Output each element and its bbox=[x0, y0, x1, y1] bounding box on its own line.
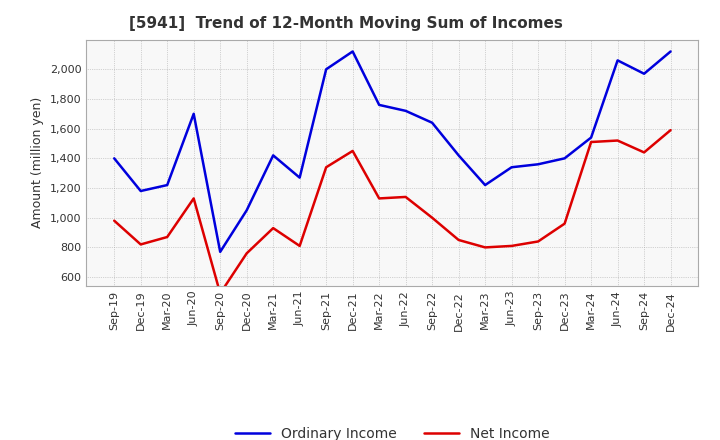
Net Income bbox=[454, 237, 463, 242]
Ordinary Income bbox=[110, 156, 119, 161]
Net Income bbox=[401, 194, 410, 200]
Net Income bbox=[189, 196, 198, 201]
Net Income bbox=[110, 218, 119, 224]
Text: [5941]  Trend of 12-Month Moving Sum of Incomes: [5941] Trend of 12-Month Moving Sum of I… bbox=[130, 16, 563, 32]
Ordinary Income bbox=[375, 102, 384, 107]
Ordinary Income bbox=[295, 175, 304, 180]
Ordinary Income bbox=[401, 108, 410, 114]
Net Income bbox=[613, 138, 622, 143]
Net Income bbox=[375, 196, 384, 201]
Net Income bbox=[587, 139, 595, 145]
Net Income bbox=[295, 243, 304, 249]
Ordinary Income bbox=[216, 249, 225, 254]
Y-axis label: Amount (million yen): Amount (million yen) bbox=[32, 97, 45, 228]
Net Income bbox=[481, 245, 490, 250]
Ordinary Income bbox=[613, 58, 622, 63]
Net Income bbox=[163, 235, 171, 240]
Net Income bbox=[666, 128, 675, 133]
Net Income bbox=[560, 221, 569, 226]
Ordinary Income bbox=[428, 120, 436, 125]
Ordinary Income bbox=[189, 111, 198, 117]
Net Income bbox=[428, 215, 436, 220]
Ordinary Income bbox=[587, 135, 595, 140]
Ordinary Income bbox=[136, 188, 145, 194]
Ordinary Income bbox=[454, 153, 463, 158]
Net Income bbox=[534, 239, 542, 244]
Ordinary Income bbox=[508, 165, 516, 170]
Ordinary Income bbox=[322, 66, 330, 72]
Net Income bbox=[216, 291, 225, 296]
Ordinary Income bbox=[560, 156, 569, 161]
Net Income bbox=[348, 148, 357, 154]
Net Income bbox=[269, 225, 277, 231]
Ordinary Income bbox=[534, 161, 542, 167]
Line: Ordinary Income: Ordinary Income bbox=[114, 51, 670, 252]
Net Income bbox=[243, 251, 251, 256]
Ordinary Income bbox=[269, 153, 277, 158]
Net Income bbox=[322, 165, 330, 170]
Net Income bbox=[640, 150, 649, 155]
Ordinary Income bbox=[481, 183, 490, 188]
Ordinary Income bbox=[640, 71, 649, 77]
Ordinary Income bbox=[348, 49, 357, 54]
Ordinary Income bbox=[163, 183, 171, 188]
Line: Net Income: Net Income bbox=[114, 130, 670, 293]
Legend: Ordinary Income, Net Income: Ordinary Income, Net Income bbox=[230, 421, 555, 440]
Net Income bbox=[508, 243, 516, 249]
Net Income bbox=[136, 242, 145, 247]
Ordinary Income bbox=[243, 208, 251, 213]
Ordinary Income bbox=[666, 49, 675, 54]
